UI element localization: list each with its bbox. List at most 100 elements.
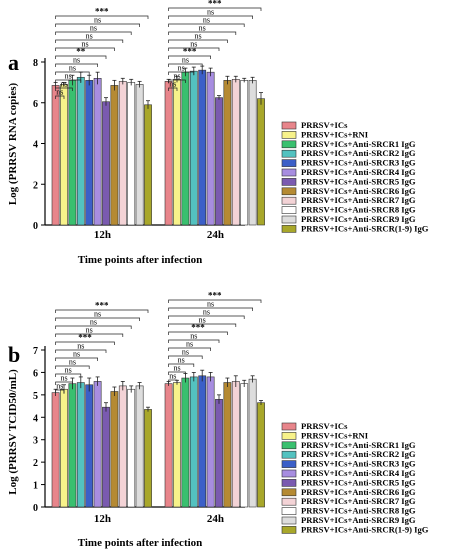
significance-bracket — [168, 23, 245, 27]
significance-label: ns — [173, 364, 180, 373]
significance-bracket — [55, 389, 65, 393]
legend-swatch — [281, 479, 297, 487]
significance-bracket — [168, 323, 237, 327]
significance-bracket — [168, 371, 186, 375]
legend-swatch — [281, 497, 297, 506]
legend-swatch — [281, 178, 297, 186]
significance-bracket — [168, 379, 178, 383]
bar — [231, 79, 240, 226]
bar — [248, 378, 257, 508]
y-tick-label: 0 — [33, 221, 38, 232]
significance-bracket — [55, 47, 115, 51]
legend-label: PRRSV+ICs+Anti-SRCR6 IgG — [301, 487, 416, 497]
y-tick-label: 5 — [33, 391, 38, 402]
significance-label: ** — [76, 47, 86, 57]
bar — [76, 382, 85, 508]
significance-label: ns — [178, 64, 185, 73]
bar — [60, 84, 68, 226]
bar — [85, 384, 94, 508]
x-category-label: 12h — [94, 513, 111, 525]
legend-label: PRRSV+ICs+Anti-SRCR(1-9) IgG — [301, 223, 429, 233]
bar — [173, 382, 181, 508]
significance-label: *** — [208, 291, 222, 301]
y-axis-label: Log (PRRSV TCID50/mL) — [7, 369, 19, 495]
bar — [257, 402, 265, 508]
significance-label: ns — [60, 374, 67, 383]
significance-bracket — [55, 373, 82, 377]
bar — [93, 381, 102, 508]
legend-label: PRRSV+ICs+Anti-SRCR(1-9) IgG — [301, 524, 429, 534]
bar — [223, 382, 232, 508]
y-tick-label: 2 — [33, 180, 38, 191]
significance-bracket — [168, 331, 228, 335]
significance-bracket — [55, 349, 107, 353]
panel-label-b: b — [8, 342, 20, 367]
legend-swatch — [281, 206, 297, 214]
significance-bracket — [168, 47, 220, 51]
significance-bracket — [168, 55, 211, 59]
legend-swatch — [281, 460, 297, 468]
significance-label: ns — [207, 8, 214, 17]
bar — [223, 80, 232, 226]
significance-bracket — [168, 315, 245, 319]
significance-label: *** — [95, 7, 109, 17]
significance-label: ns — [69, 64, 76, 73]
legend-swatch — [281, 516, 297, 525]
significance-bracket — [168, 87, 178, 91]
significance-bracket — [168, 63, 203, 67]
significance-label: ns — [73, 350, 80, 359]
bar — [102, 101, 110, 226]
legend-swatch — [281, 450, 297, 459]
significance-label: ns — [190, 40, 197, 49]
significance-bracket — [168, 71, 195, 75]
significance-bracket — [55, 365, 90, 369]
bar — [68, 80, 77, 226]
significance-bracket — [55, 87, 73, 91]
bar — [93, 78, 102, 226]
significance-label: ns — [90, 24, 97, 33]
significance-bracket — [55, 317, 140, 321]
bar — [118, 81, 127, 226]
significance-bracket — [55, 333, 124, 337]
significance-bracket — [168, 79, 186, 83]
significance-label: ns — [56, 382, 63, 391]
significance-label: ns — [169, 372, 176, 381]
legend-label: PRRSV+ICs+Anti-SRCR2 IgG — [301, 449, 416, 459]
legend-label: PRRSV+ICs+Anti-SRCR5 IgG — [301, 477, 416, 487]
significance-label: ns — [90, 318, 97, 327]
legend-label: PRRSV+ICs+Anti-SRCR4 IgG — [301, 167, 416, 177]
y-tick-label: 7 — [33, 346, 38, 357]
legend-swatch — [281, 121, 297, 130]
significance-label: *** — [78, 333, 92, 343]
legend-label: PRRSV+ICs+Anti-SRCR7 IgG — [301, 496, 416, 506]
significance-label: ns — [69, 358, 76, 367]
significance-label: ns — [199, 316, 206, 325]
legend-swatch — [281, 507, 297, 515]
legend-swatch — [281, 149, 297, 158]
legend-swatch — [281, 168, 297, 177]
bar — [198, 375, 207, 508]
x-axis-label: Time points after infection — [78, 254, 203, 266]
x-category-label: 24h — [207, 229, 224, 241]
legend-swatch — [281, 469, 297, 478]
legend-swatch — [281, 225, 297, 233]
significance-label: ns — [65, 366, 72, 375]
bar — [189, 70, 198, 226]
significance-bracket — [168, 307, 253, 311]
bar — [173, 79, 181, 226]
legend-label: PRRSV+ICs+Anti-SRCR3 IgG — [301, 158, 416, 168]
significance-bracket — [55, 15, 149, 19]
significance-bracket — [55, 39, 124, 43]
significance-bracket — [168, 347, 211, 351]
legend-swatch — [281, 187, 297, 196]
legend-label: PRRSV+ICs+Anti-SRCR5 IgG — [301, 176, 416, 186]
bar — [240, 80, 249, 226]
bar — [76, 76, 85, 226]
significance-bracket — [55, 63, 98, 67]
legend-label: PRRSV+ICs+Anti-SRCR1 IgG — [301, 440, 416, 450]
significance-label: *** — [183, 47, 197, 57]
bar — [215, 97, 223, 226]
significance-label: ns — [169, 80, 176, 89]
